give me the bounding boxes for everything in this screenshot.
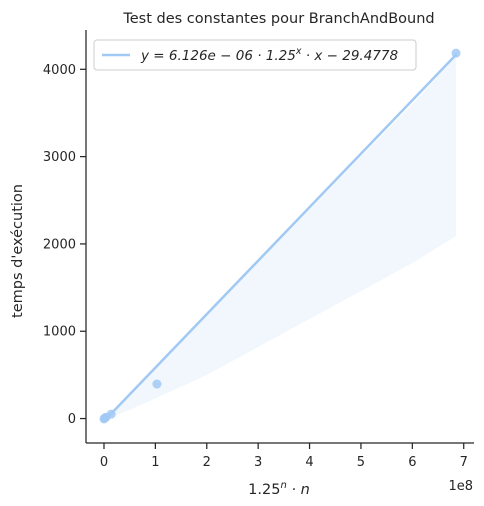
y-tick-label: 2000 bbox=[43, 237, 76, 252]
x-tick-label: 6 bbox=[408, 455, 416, 470]
x-tick-label: 1 bbox=[151, 455, 159, 470]
legend-label: y = 6.126e − 06 · 1.25x · x − 29.4778 bbox=[140, 46, 398, 64]
x-tick-label: 7 bbox=[460, 455, 468, 470]
legend-label-prefix: y = 6.126e − 06 · 1.25 bbox=[140, 48, 296, 64]
chart-title: Test des constantes pour BranchAndBound bbox=[122, 11, 434, 27]
regression-line bbox=[102, 53, 458, 423]
x-tick-label: 3 bbox=[254, 455, 262, 470]
legend-frame bbox=[93, 39, 417, 71]
data-point bbox=[152, 379, 162, 389]
x-tick-label: 2 bbox=[203, 455, 211, 470]
y-tick-label: 0 bbox=[68, 412, 76, 427]
regression-line-group bbox=[102, 53, 458, 423]
data-point bbox=[451, 48, 461, 58]
y-tick-label: 1000 bbox=[43, 325, 76, 340]
x-tick-label: 5 bbox=[357, 455, 365, 470]
y-axis-label: temps d'exécution bbox=[10, 184, 26, 318]
y-tick-label: 4000 bbox=[43, 63, 76, 78]
legend-label-exponent: x bbox=[295, 46, 302, 57]
legend: y = 6.126e − 06 · 1.25x · x − 29.4778 bbox=[93, 39, 417, 71]
x-axis-label-base: 1.25 bbox=[248, 482, 280, 498]
x-axis-label-exponent: n bbox=[280, 480, 286, 491]
data-point bbox=[106, 409, 116, 419]
ci-band-group bbox=[104, 56, 456, 422]
x-tick-label: 0 bbox=[100, 455, 108, 470]
y-axis-ticks: 0 1000 2000 3000 4000 bbox=[43, 63, 86, 427]
x-axis-label-suffix: · n bbox=[287, 482, 310, 498]
legend-label-suffix: · x − 29.4778 bbox=[301, 48, 398, 64]
x-axis-offset-label: 1e8 bbox=[448, 479, 473, 494]
x-axis-label: 1.25n · n bbox=[248, 480, 310, 498]
y-tick-label: 3000 bbox=[43, 150, 76, 165]
data-points bbox=[99, 48, 461, 424]
x-tick-label: 4 bbox=[305, 455, 313, 470]
confidence-interval-band bbox=[104, 56, 456, 422]
x-axis-ticks: 0 1 2 3 4 5 6 7 bbox=[100, 443, 468, 470]
